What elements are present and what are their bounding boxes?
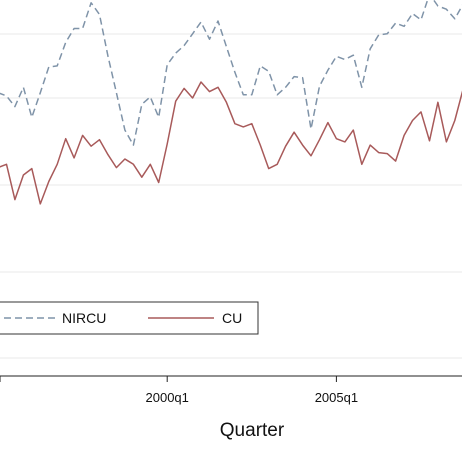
series-layer — [0, 0, 462, 205]
x-axis-title: Quarter — [220, 420, 285, 441]
x-tick-label-2005q1: 2005q1 — [315, 390, 358, 405]
legend-label-nircu: NIRCU — [62, 310, 106, 326]
series-line-cu — [0, 81, 462, 205]
legend: NIRCU CU — [0, 301, 259, 335]
legend-label-cu: CU — [222, 310, 242, 326]
series-line-nircu — [0, 0, 462, 146]
x-axis-ticks: 2000q1 2005q1 — [0, 376, 358, 405]
x-tick-label-2000q1: 2000q1 — [146, 390, 189, 405]
